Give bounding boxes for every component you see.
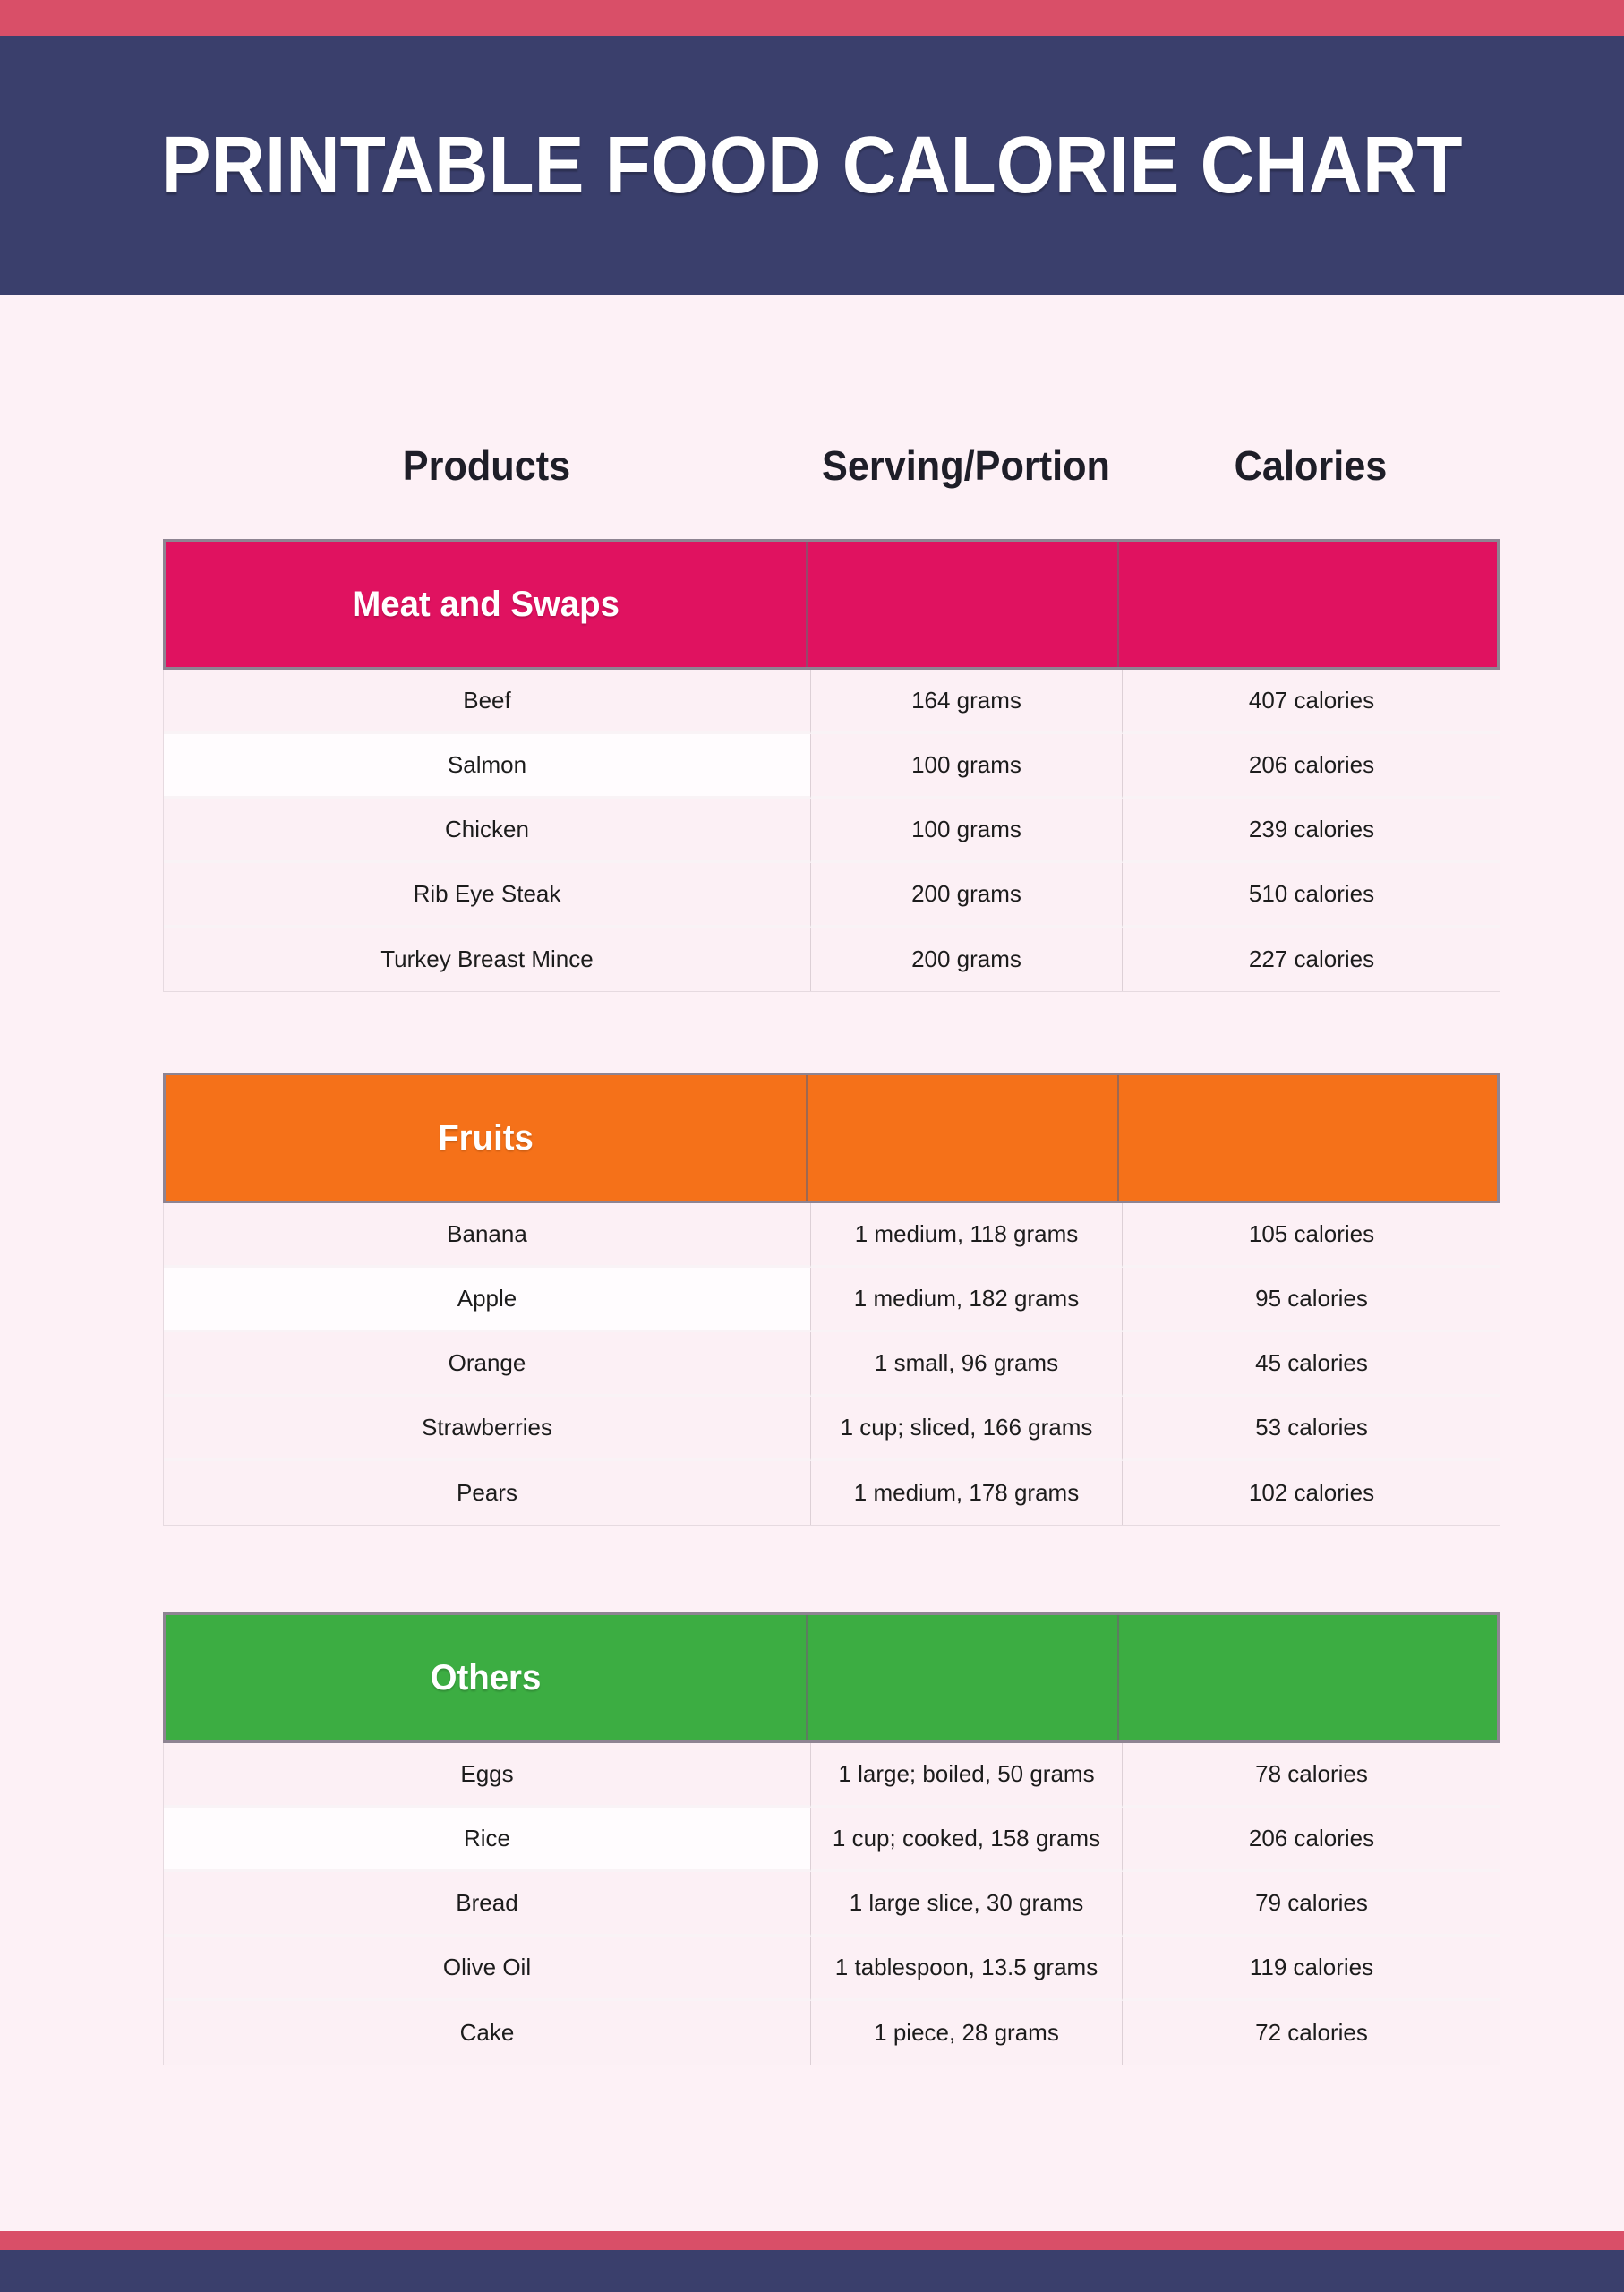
product-cell: Salmon	[164, 734, 811, 799]
product-cell: Turkey Breast Mince	[164, 928, 811, 991]
serving-cell: 1 piece, 28 grams	[811, 2001, 1123, 2065]
column-header-calories: Calories	[1234, 442, 1388, 489]
product-cell: Pears	[164, 1461, 811, 1525]
serving-cell: 200 grams	[811, 863, 1123, 928]
column-header-serving: Serving/Portion	[822, 442, 1110, 489]
calories-cell: 95 calories	[1123, 1268, 1500, 1332]
header-banner: PRINTABLE FOOD CALORIE CHART	[0, 36, 1624, 295]
calories-cell: 79 calories	[1123, 1872, 1500, 1937]
product-cell: Apple	[164, 1268, 811, 1332]
serving-cell: 1 tablespoon, 13.5 grams	[811, 1937, 1123, 2001]
calories-cell: 119 calories	[1123, 1937, 1500, 2001]
page-title: PRINTABLE FOOD CALORIE CHART	[161, 120, 1463, 210]
top-accent-bar	[0, 0, 1624, 36]
section-header-others: Others	[163, 1612, 1500, 1743]
product-cell: Beef	[164, 670, 811, 734]
table-row: Eggs 1 large; boiled, 50 grams 78 calori…	[163, 1743, 1500, 1808]
table-fruits: Fruits Banana 1 medium, 118 grams 105 ca…	[163, 1073, 1500, 1526]
calories-cell: 105 calories	[1123, 1203, 1500, 1268]
section-title-cell: Fruits	[166, 1075, 808, 1201]
table-row: Bread 1 large slice, 30 grams 79 calorie…	[163, 1872, 1500, 1937]
serving-cell: 200 grams	[811, 928, 1123, 991]
table-row: Pears 1 medium, 178 grams 102 calories	[163, 1461, 1500, 1526]
calories-cell: 206 calories	[1123, 734, 1500, 799]
section-header-spacer	[808, 1075, 1119, 1201]
section-title: Others	[430, 1657, 542, 1698]
serving-cell: 100 grams	[811, 799, 1123, 863]
serving-cell: 1 small, 96 grams	[811, 1332, 1123, 1397]
product-cell: Chicken	[164, 799, 811, 863]
table-row: Cake 1 piece, 28 grams 72 calories	[163, 2001, 1500, 2065]
section-title-cell: Meat and Swaps	[166, 542, 808, 667]
calories-cell: 45 calories	[1123, 1332, 1500, 1397]
section-header-fruits: Fruits	[163, 1073, 1500, 1203]
table-row: Salmon 100 grams 206 calories	[163, 734, 1500, 799]
table-row: Orange 1 small, 96 grams 45 calories	[163, 1332, 1500, 1397]
section-title: Fruits	[438, 1117, 534, 1158]
content-area: Products Serving/Portion Calories Meat a…	[0, 295, 1624, 2231]
table-row: Rice 1 cup; cooked, 158 grams 206 calori…	[163, 1808, 1500, 1872]
table-row: Apple 1 medium, 182 grams 95 calories	[163, 1268, 1500, 1332]
column-header-products: Products	[402, 442, 571, 489]
product-cell: Eggs	[164, 1743, 811, 1808]
serving-cell: 1 large; boiled, 50 grams	[811, 1743, 1123, 1808]
table-meat-and-swaps: Meat and Swaps Beef 164 grams 407 calori…	[163, 539, 1500, 992]
section-header-spacer	[1119, 1615, 1497, 1740]
section-title-cell: Others	[166, 1615, 808, 1740]
serving-cell: 1 medium, 118 grams	[811, 1203, 1123, 1268]
calories-cell: 510 calories	[1123, 863, 1500, 928]
section-header-meat: Meat and Swaps	[163, 539, 1500, 670]
calories-cell: 227 calories	[1123, 928, 1500, 991]
product-cell: Rice	[164, 1808, 811, 1872]
column-headers: Products Serving/Portion Calories	[163, 295, 1500, 487]
product-cell: Strawberries	[164, 1397, 811, 1461]
product-cell: Orange	[164, 1332, 811, 1397]
table-row: Turkey Breast Mince 200 grams 227 calori…	[163, 928, 1500, 992]
calories-cell: 78 calories	[1123, 1743, 1500, 1808]
serving-cell: 1 medium, 178 grams	[811, 1461, 1123, 1525]
table-row: Banana 1 medium, 118 grams 105 calories	[163, 1203, 1500, 1268]
section-header-spacer	[1119, 1075, 1497, 1201]
table-others: Others Eggs 1 large; boiled, 50 grams 78…	[163, 1612, 1500, 2065]
calories-cell: 102 calories	[1123, 1461, 1500, 1525]
product-cell: Banana	[164, 1203, 811, 1268]
product-cell: Rib Eye Steak	[164, 863, 811, 928]
serving-cell: 1 medium, 182 grams	[811, 1268, 1123, 1332]
product-cell: Olive Oil	[164, 1937, 811, 2001]
serving-cell: 1 cup; cooked, 158 grams	[811, 1808, 1123, 1872]
serving-cell: 1 cup; sliced, 166 grams	[811, 1397, 1123, 1461]
product-cell: Bread	[164, 1872, 811, 1937]
section-header-spacer	[808, 542, 1119, 667]
section-header-spacer	[808, 1615, 1119, 1740]
table-row: Rib Eye Steak 200 grams 510 calories	[163, 863, 1500, 928]
table-row: Chicken 100 grams 239 calories	[163, 799, 1500, 863]
product-cell: Cake	[164, 2001, 811, 2065]
table-row: Strawberries 1 cup; sliced, 166 grams 53…	[163, 1397, 1500, 1461]
calories-cell: 407 calories	[1123, 670, 1500, 734]
calories-cell: 206 calories	[1123, 1808, 1500, 1872]
serving-cell: 1 large slice, 30 grams	[811, 1872, 1123, 1937]
bottom-accent-bar	[0, 2231, 1624, 2250]
section-title: Meat and Swaps	[352, 584, 620, 624]
bottom-footer-bar	[0, 2250, 1624, 2292]
serving-cell: 100 grams	[811, 734, 1123, 799]
calories-cell: 53 calories	[1123, 1397, 1500, 1461]
table-row: Olive Oil 1 tablespoon, 13.5 grams 119 c…	[163, 1937, 1500, 2001]
calories-cell: 239 calories	[1123, 799, 1500, 863]
calories-cell: 72 calories	[1123, 2001, 1500, 2065]
section-header-spacer	[1119, 542, 1497, 667]
serving-cell: 164 grams	[811, 670, 1123, 734]
table-row: Beef 164 grams 407 calories	[163, 670, 1500, 734]
